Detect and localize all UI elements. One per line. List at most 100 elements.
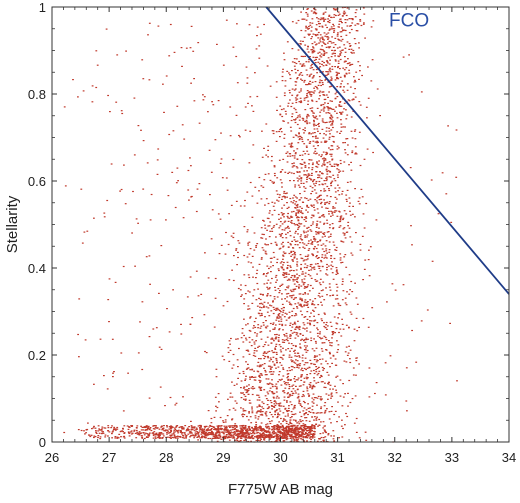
data-point — [269, 322, 272, 325]
data-point — [269, 210, 271, 212]
data-point — [100, 429, 103, 431]
data-point — [294, 119, 296, 121]
data-point — [293, 331, 296, 333]
data-point — [331, 265, 334, 268]
data-point — [321, 60, 324, 62]
data-point — [241, 294, 243, 296]
data-point — [318, 58, 321, 60]
data-point — [228, 439, 231, 441]
data-point — [198, 424, 201, 427]
data-point — [303, 429, 306, 431]
data-point — [235, 430, 238, 432]
data-point — [318, 76, 321, 78]
data-point — [264, 316, 266, 318]
data-point — [312, 393, 315, 395]
data-point — [217, 426, 219, 428]
data-point — [152, 428, 155, 430]
data-point — [309, 320, 311, 322]
data-point — [245, 324, 247, 326]
data-point — [190, 425, 193, 427]
data-point — [344, 297, 347, 299]
data-point — [323, 342, 326, 344]
data-point — [353, 76, 355, 78]
data-point — [271, 338, 274, 340]
data-point — [322, 103, 325, 106]
data-point — [282, 269, 285, 271]
data-point — [298, 365, 301, 367]
data-point — [260, 435, 263, 437]
data-point — [307, 226, 310, 228]
data-point — [349, 181, 352, 183]
data-point — [297, 327, 300, 329]
data-point — [307, 393, 310, 395]
data-point — [248, 341, 251, 343]
data-point — [217, 393, 220, 395]
data-point — [218, 431, 221, 433]
data-point — [312, 433, 315, 435]
data-point — [133, 430, 136, 432]
data-point — [122, 410, 125, 412]
data-point — [324, 430, 326, 432]
data-point — [313, 359, 316, 361]
data-point — [275, 388, 278, 390]
data-point — [266, 311, 269, 313]
data-point — [289, 180, 291, 182]
data-point — [294, 184, 297, 186]
data-point — [339, 395, 342, 397]
data-point — [351, 291, 354, 293]
data-point — [296, 224, 299, 226]
data-point — [327, 96, 329, 98]
data-point — [303, 190, 306, 192]
data-point — [322, 17, 325, 19]
data-point — [267, 293, 269, 295]
data-point — [234, 428, 236, 430]
data-point — [348, 18, 351, 20]
data-point — [356, 23, 359, 25]
data-point — [350, 161, 352, 163]
data-point — [334, 55, 336, 57]
data-point — [226, 437, 229, 439]
data-point — [326, 328, 328, 330]
data-point — [274, 413, 276, 416]
data-point — [305, 304, 308, 306]
data-point — [324, 431, 327, 433]
data-point — [298, 171, 301, 173]
data-point — [293, 256, 296, 258]
data-point — [311, 167, 314, 169]
data-point — [271, 214, 274, 216]
data-point — [320, 374, 322, 377]
data-point — [329, 69, 331, 71]
data-point — [238, 134, 240, 137]
data-point — [338, 194, 341, 196]
data-point — [318, 98, 320, 100]
data-point — [346, 291, 348, 293]
data-point — [276, 395, 279, 397]
data-point — [243, 434, 246, 436]
y-axis-label: Stellarity — [4, 195, 21, 253]
data-point — [251, 436, 253, 438]
data-point — [240, 387, 242, 389]
data-point — [265, 413, 267, 415]
data-point — [311, 267, 313, 269]
data-point — [270, 435, 273, 437]
data-point — [239, 440, 242, 442]
data-point — [304, 437, 307, 439]
data-point — [321, 128, 324, 130]
data-point — [285, 409, 288, 412]
data-point — [133, 97, 136, 99]
data-point — [262, 407, 265, 410]
data-point — [294, 419, 297, 421]
data-point — [301, 163, 304, 165]
data-point — [266, 426, 269, 428]
data-point — [335, 202, 337, 204]
data-point — [295, 201, 298, 203]
data-point — [299, 193, 301, 195]
data-point — [323, 62, 325, 64]
data-point — [346, 181, 349, 183]
data-point — [80, 429, 83, 432]
data-point — [259, 381, 261, 383]
data-point — [336, 117, 339, 119]
data-point — [312, 56, 315, 58]
data-point — [310, 239, 312, 241]
data-point — [299, 297, 302, 299]
